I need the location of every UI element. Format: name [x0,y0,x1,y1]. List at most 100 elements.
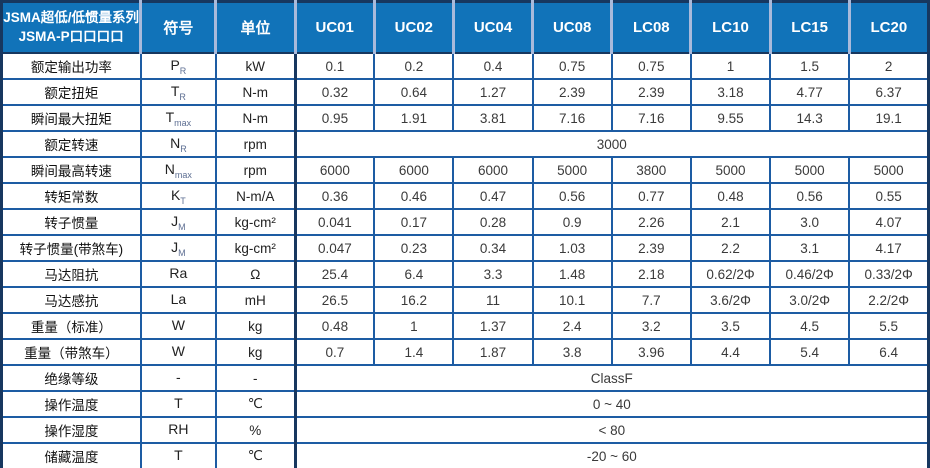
value-cell: 0.36 [293,182,376,210]
table-row: 转子惯量(带煞车) JM kg-cm² 0.047 0.23 0.34 1.03… [0,234,930,262]
value-cell: 2.39 [531,78,613,106]
symbol-cell: PR [139,52,217,80]
table-row: 瞬间最大扭矩 Tmax N-m 0.95 1.91 3.81 7.16 7.16… [0,104,930,132]
table-row: 转子惯量 JM kg-cm² 0.041 0.17 0.28 0.9 2.26 … [0,208,930,236]
span-value-cell: -20 ~ 60 [293,442,930,468]
value-cell: 6.4 [373,260,455,288]
value-cell: 7.16 [531,104,613,132]
column-header-unit: 单位 [214,1,296,54]
value-cell: 4.17 [848,234,930,262]
value-cell: 4.77 [769,78,851,106]
value-cell: 0.047 [293,234,376,262]
value-cell: 0.4 [452,52,534,80]
value-cell: 3.96 [610,338,692,366]
span-value-cell: < 80 [293,416,930,444]
row-label: 操作湿度 [0,416,142,444]
value-cell: 0.47 [452,182,534,210]
value-cell: 7.16 [610,104,692,132]
value-cell: 2.2 [689,234,772,262]
unit-cell: N-m/A [214,182,297,210]
unit-cell: kg [214,338,297,366]
value-cell: 11 [452,286,534,314]
value-cell: 0.75 [610,52,692,80]
table-row: 操作湿度 RH % < 80 [0,416,930,444]
value-cell: 0.95 [293,104,376,132]
value-cell: 3.18 [689,78,772,106]
unit-cell: kg-cm² [214,208,297,236]
value-cell: 2.4 [531,312,613,340]
unit-cell: mH [214,286,297,314]
value-cell: 0.56 [769,182,851,210]
value-cell: 0.28 [452,208,534,236]
value-cell: 6000 [373,156,455,184]
unit-cell: rpm [214,156,297,184]
value-cell: 1.5 [769,52,851,80]
value-cell: 3.2 [610,312,692,340]
table-row: 额定输出功率 PR kW 0.1 0.2 0.4 0.75 0.75 1 1.5… [0,52,930,80]
value-cell: 2.18 [610,260,692,288]
value-cell: 10.1 [531,286,613,314]
value-cell: 3.0/2Φ [769,286,851,314]
value-cell: 0.041 [293,208,376,236]
table-row: 马达感抗 La mH 26.5 16.2 11 10.1 7.7 3.6/2Φ … [0,286,930,314]
value-cell: 0.56 [531,182,613,210]
value-cell: 25.4 [293,260,376,288]
value-cell: 3.8 [531,338,613,366]
value-cell: 1.4 [373,338,455,366]
value-cell: 3.81 [452,104,534,132]
row-label: 转子惯量(带煞车) [0,234,142,262]
column-header-lc08: LC08 [610,1,691,54]
row-label: 马达阻抗 [0,260,142,288]
column-header-symbol: 符号 [139,1,216,54]
row-label: 马达感抗 [0,286,142,314]
symbol-cell: JM [139,208,217,236]
value-cell: 1.87 [452,338,534,366]
row-label: 绝缘等级 [0,364,142,392]
unit-cell: rpm [214,130,297,158]
symbol-cell: W [139,312,217,340]
table-row: 重量（带煞车） W kg 0.7 1.4 1.87 3.8 3.96 4.4 5… [0,338,930,366]
unit-cell: kg [214,312,297,340]
value-cell: 0.55 [848,182,930,210]
value-cell: 0.48 [293,312,376,340]
symbol-cell: NR [139,130,217,158]
table-row: 瞬间最高转速 Nmax rpm 6000 6000 6000 5000 3800… [0,156,930,184]
value-cell: 6000 [293,156,376,184]
value-cell: 14.3 [769,104,851,132]
value-cell: 6.37 [848,78,930,106]
value-cell: 1 [373,312,455,340]
column-header-lc20: LC20 [847,1,929,54]
symbol-cell: - [139,364,217,392]
symbol-cell: T [139,442,217,468]
value-cell: 2.39 [610,78,692,106]
value-cell: 1.27 [452,78,534,106]
value-cell: 3.0 [769,208,851,236]
column-header-uc08: UC08 [531,1,612,54]
value-cell: 5000 [848,156,930,184]
value-cell: 5.5 [848,312,930,340]
value-cell: 3.3 [452,260,534,288]
value-cell: 2.1 [689,208,772,236]
value-cell: 0.33/2Φ [848,260,930,288]
symbol-cell: KT [139,182,217,210]
table-title: JSMA超低/低惯量系列 JSMA-P口口口口 [1,1,141,54]
value-cell: 0.46 [373,182,455,210]
symbol-cell: T [139,390,217,418]
value-cell: 26.5 [293,286,376,314]
value-cell: 0.48 [689,182,772,210]
symbol-cell: Ra [139,260,217,288]
table-row: 转矩常数 KT N-m/A 0.36 0.46 0.47 0.56 0.77 0… [0,182,930,210]
value-cell: 16.2 [373,286,455,314]
value-cell: 6000 [452,156,534,184]
row-label: 瞬间最高转速 [0,156,142,184]
column-header-uc01: UC01 [293,1,375,54]
symbol-cell: Nmax [139,156,217,184]
value-cell: 6.4 [848,338,930,366]
table-row: 绝缘等级 - - ClassF [0,364,930,392]
value-cell: 2.2/2Φ [848,286,930,314]
unit-cell: Ω [214,260,297,288]
span-value-cell: 0 ~ 40 [293,390,930,418]
value-cell: 0.64 [373,78,455,106]
